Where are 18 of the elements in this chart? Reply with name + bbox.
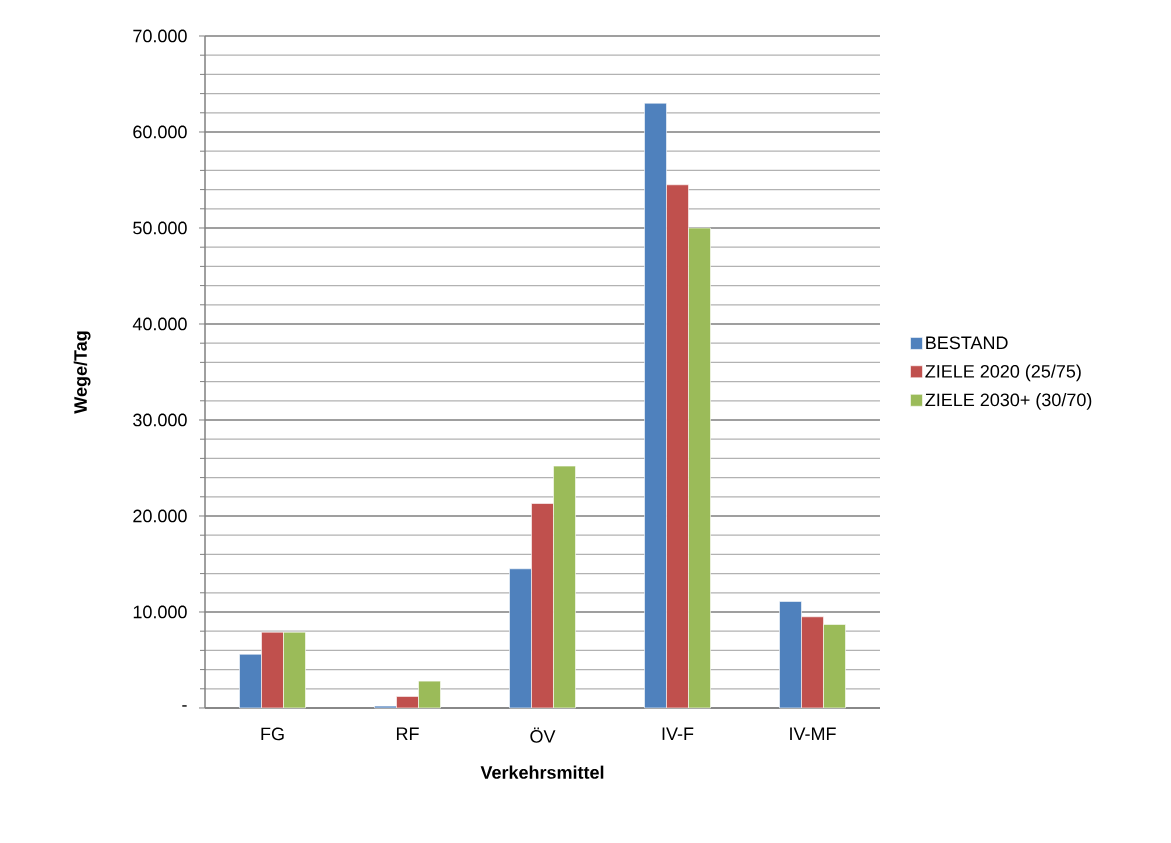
y-axis-title: Wege/Tag [73, 331, 91, 414]
y-tick-label: 70.000 [133, 29, 187, 43]
legend-label: ZIELE 2030+ (30/70) [925, 393, 1092, 410]
legend-label: BESTAND [926, 336, 1008, 350]
y-tick-label: 20.000 [133, 509, 187, 523]
y-tick-label: 50.000 [133, 221, 187, 235]
x-tick-label: RF [396, 727, 419, 740]
x-tick-label: IV-F [662, 727, 694, 740]
y-tick-label: - [182, 705, 187, 707]
y-tick-label: 10.000 [133, 605, 187, 619]
y-tick-label: 60.000 [133, 125, 187, 139]
y-tick-label: 30.000 [133, 413, 187, 427]
x-tick-label: ÖV [530, 727, 556, 743]
y-tick-label: 40.000 [132, 317, 187, 331]
x-tick-label: FG [261, 727, 284, 741]
legend-label: ZIELE 2020 (25/75) [925, 364, 1081, 382]
x-tick-label: IV-MF [790, 727, 836, 740]
x-axis-title: Verkehrsmittel [480, 765, 604, 779]
